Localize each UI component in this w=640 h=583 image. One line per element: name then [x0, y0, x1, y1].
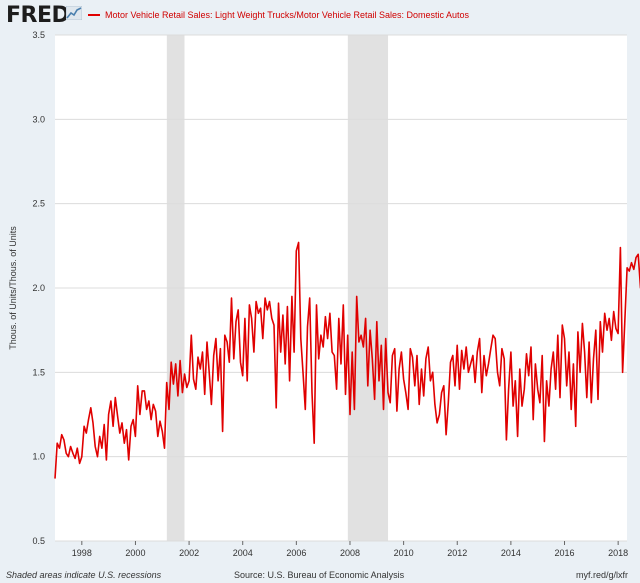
x-tick-label: 2018: [608, 548, 628, 558]
short-url-link[interactable]: myf.red/g/lxfr: [575, 570, 628, 580]
x-tick-label: 2006: [286, 548, 306, 558]
x-tick-label: 2010: [394, 548, 414, 558]
y-axis-label: Thous. of Units/Thous. of Units: [8, 226, 18, 350]
y-tick-label: 1.5: [32, 367, 45, 377]
legend-swatch: [88, 14, 100, 16]
legend-label: Motor Vehicle Retail Sales: Light Weight…: [105, 10, 469, 20]
x-tick-label: 2008: [340, 548, 360, 558]
fred-logo[interactable]: FRED: [6, 3, 70, 28]
y-tick-label: 2.0: [32, 283, 45, 293]
y-tick-label: 0.5: [32, 536, 45, 546]
x-tick-label: 2012: [447, 548, 467, 558]
series-layer: [54, 241, 640, 479]
line-chart: 0.5 1.0 1.5 2.0 2.5 3.0 3.5 1998 2000 2002 2004 20…: [8, 30, 640, 558]
y-tick-label: 3.5: [32, 30, 45, 40]
recession-note: Shaded areas indicate U.S. recessions: [6, 570, 162, 580]
x-tick-label: 2002: [179, 548, 199, 558]
x-tick-label: 1998: [72, 548, 92, 558]
series-line: [54, 241, 640, 479]
fred-chart-icon: [66, 6, 82, 20]
gridlines: [55, 34, 627, 542]
legend: Motor Vehicle Retail Sales: Light Weight…: [88, 10, 469, 20]
x-tick-label: 2014: [501, 548, 521, 558]
x-axis: 1998 2000 2002 2004 2006 2008 2010 2012 2014 2016…: [72, 541, 628, 558]
source-note: Source: U.S. Bureau of Economic Analysis: [234, 570, 405, 580]
x-tick-label: 2004: [233, 548, 253, 558]
x-tick-label: 2016: [555, 548, 575, 558]
y-axis: 0.5 1.0 1.5 2.0 2.5 3.0 3.5: [32, 30, 45, 546]
chart-footer: Shaded areas indicate U.S. recessions So…: [0, 569, 640, 583]
y-tick-label: 3.0: [32, 114, 45, 124]
chart-header: FRED Motor Vehicle Retail Sales: Light W…: [0, 0, 640, 34]
y-tick-label: 1.0: [32, 452, 45, 462]
y-tick-label: 2.5: [32, 199, 45, 209]
x-tick-label: 2000: [125, 548, 145, 558]
